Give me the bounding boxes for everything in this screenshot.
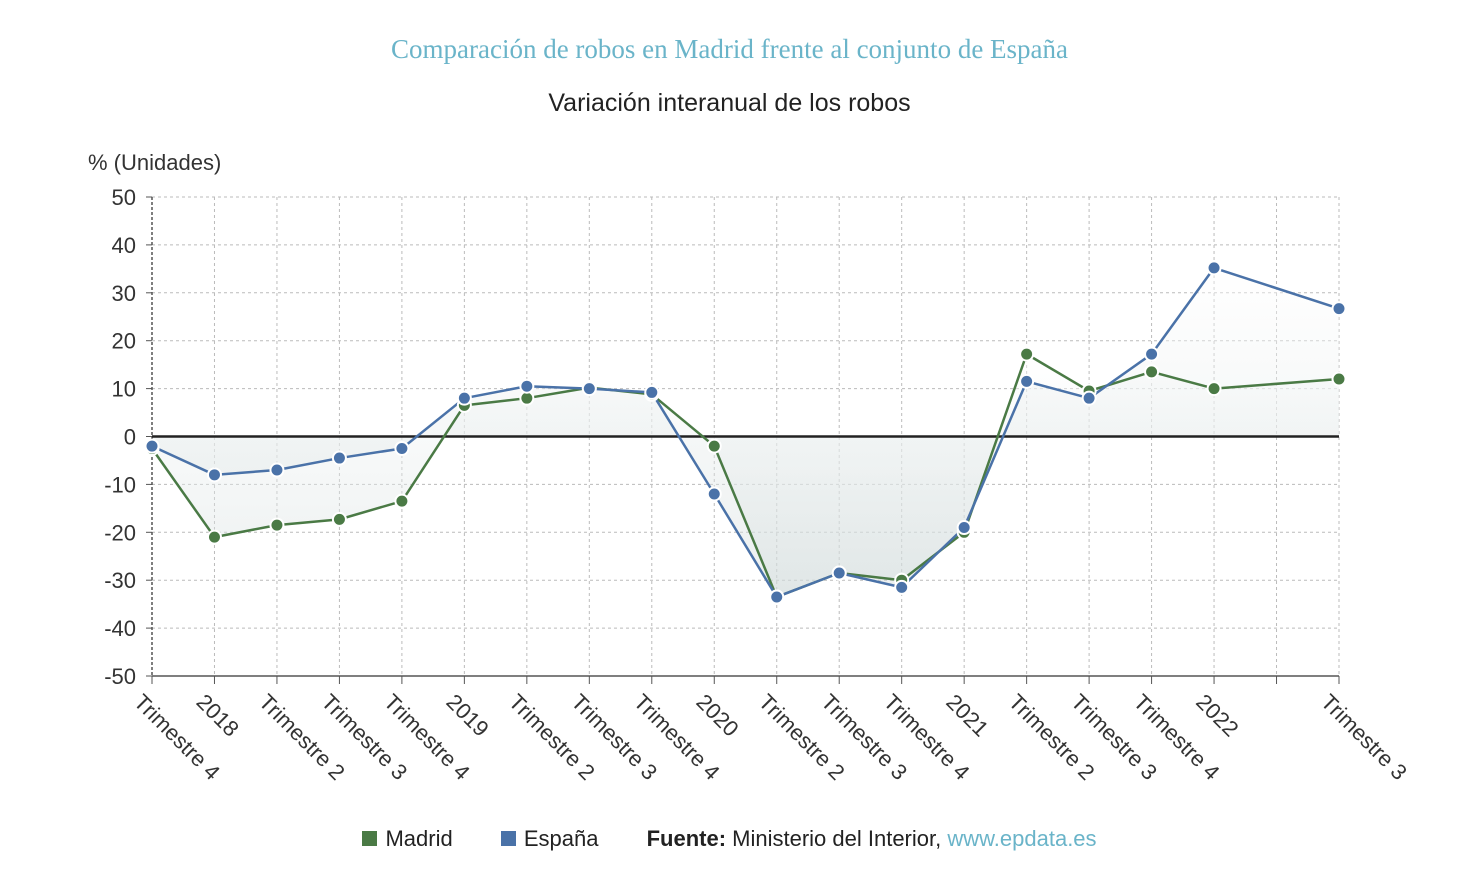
area-fill bbox=[152, 267, 1339, 597]
x-tick-label: 2020 bbox=[691, 689, 743, 741]
point-madrid bbox=[1144, 364, 1160, 380]
series-points bbox=[144, 260, 1347, 605]
y-tick-label: -10 bbox=[104, 472, 136, 497]
legend-swatch-espana bbox=[500, 831, 516, 846]
point-madrid bbox=[1331, 371, 1347, 387]
chart-subtitle: Variación interanual de los robos bbox=[548, 89, 911, 117]
point-espana bbox=[956, 520, 972, 536]
x-tick-label: 2021 bbox=[941, 689, 993, 741]
source-text: Ministerio del Interior, bbox=[726, 826, 948, 851]
y-tick-label: -50 bbox=[104, 664, 136, 689]
point-madrid bbox=[1206, 381, 1222, 397]
legend-item-espana[interactable]: España bbox=[500, 826, 599, 852]
point-espana bbox=[1144, 346, 1160, 362]
point-espana bbox=[331, 450, 347, 466]
point-madrid bbox=[1019, 346, 1035, 362]
source-credit: Fuente: Ministerio del Interior, www.epd… bbox=[647, 826, 1097, 851]
point-madrid bbox=[331, 511, 347, 527]
y-axis-label: % (Unidades) bbox=[88, 150, 222, 175]
point-espana bbox=[1206, 260, 1222, 276]
x-tick-label: 2018 bbox=[192, 689, 244, 741]
point-espana bbox=[519, 378, 535, 394]
point-madrid bbox=[394, 493, 410, 509]
x-tick-label: 2022 bbox=[1191, 689, 1243, 741]
point-espana bbox=[206, 467, 222, 483]
grid bbox=[152, 196, 1340, 677]
point-espana bbox=[706, 486, 722, 502]
legend-label-espana: España bbox=[523, 826, 599, 851]
y-tick-label: -20 bbox=[104, 520, 136, 545]
y-tick-label: 30 bbox=[112, 281, 136, 306]
chart-title: Comparación de robos en Madrid frente al… bbox=[390, 34, 1069, 64]
point-madrid bbox=[206, 529, 222, 545]
point-espana bbox=[644, 384, 660, 400]
point-espana bbox=[456, 390, 472, 406]
area-espana bbox=[152, 267, 1339, 597]
y-tick-label: 50 bbox=[112, 185, 136, 210]
legend-label-madrid: Madrid bbox=[385, 826, 453, 851]
legend-swatch-madrid bbox=[362, 831, 378, 846]
point-espana bbox=[1081, 390, 1097, 406]
x-tick-label: 2019 bbox=[442, 689, 494, 741]
point-espana bbox=[581, 381, 597, 397]
source-label: Fuente: bbox=[646, 826, 727, 851]
x-tick-label: Trimestre 3 bbox=[1316, 689, 1412, 785]
y-tick-label: 40 bbox=[112, 233, 136, 258]
y-tick-label: -40 bbox=[104, 616, 136, 641]
source-link[interactable]: www.epdata.es bbox=[947, 826, 1097, 851]
point-espana bbox=[144, 438, 160, 454]
point-espana bbox=[894, 579, 910, 595]
y-tick-label: 10 bbox=[112, 377, 136, 402]
y-tick-label: 20 bbox=[112, 329, 136, 354]
y-tick-label: -30 bbox=[104, 568, 136, 593]
point-espana bbox=[831, 565, 847, 581]
axes bbox=[146, 196, 1340, 684]
point-madrid bbox=[706, 438, 722, 454]
point-madrid bbox=[269, 517, 285, 533]
point-espana bbox=[269, 462, 285, 478]
point-espana bbox=[394, 440, 410, 456]
point-espana bbox=[1331, 301, 1347, 317]
legend: Madrid España Fuente: Ministerio del Int… bbox=[0, 826, 1459, 852]
point-espana bbox=[1019, 373, 1035, 389]
y-tick-label: 0 bbox=[124, 425, 136, 450]
point-espana bbox=[769, 589, 785, 605]
legend-item-madrid[interactable]: Madrid bbox=[362, 826, 453, 852]
